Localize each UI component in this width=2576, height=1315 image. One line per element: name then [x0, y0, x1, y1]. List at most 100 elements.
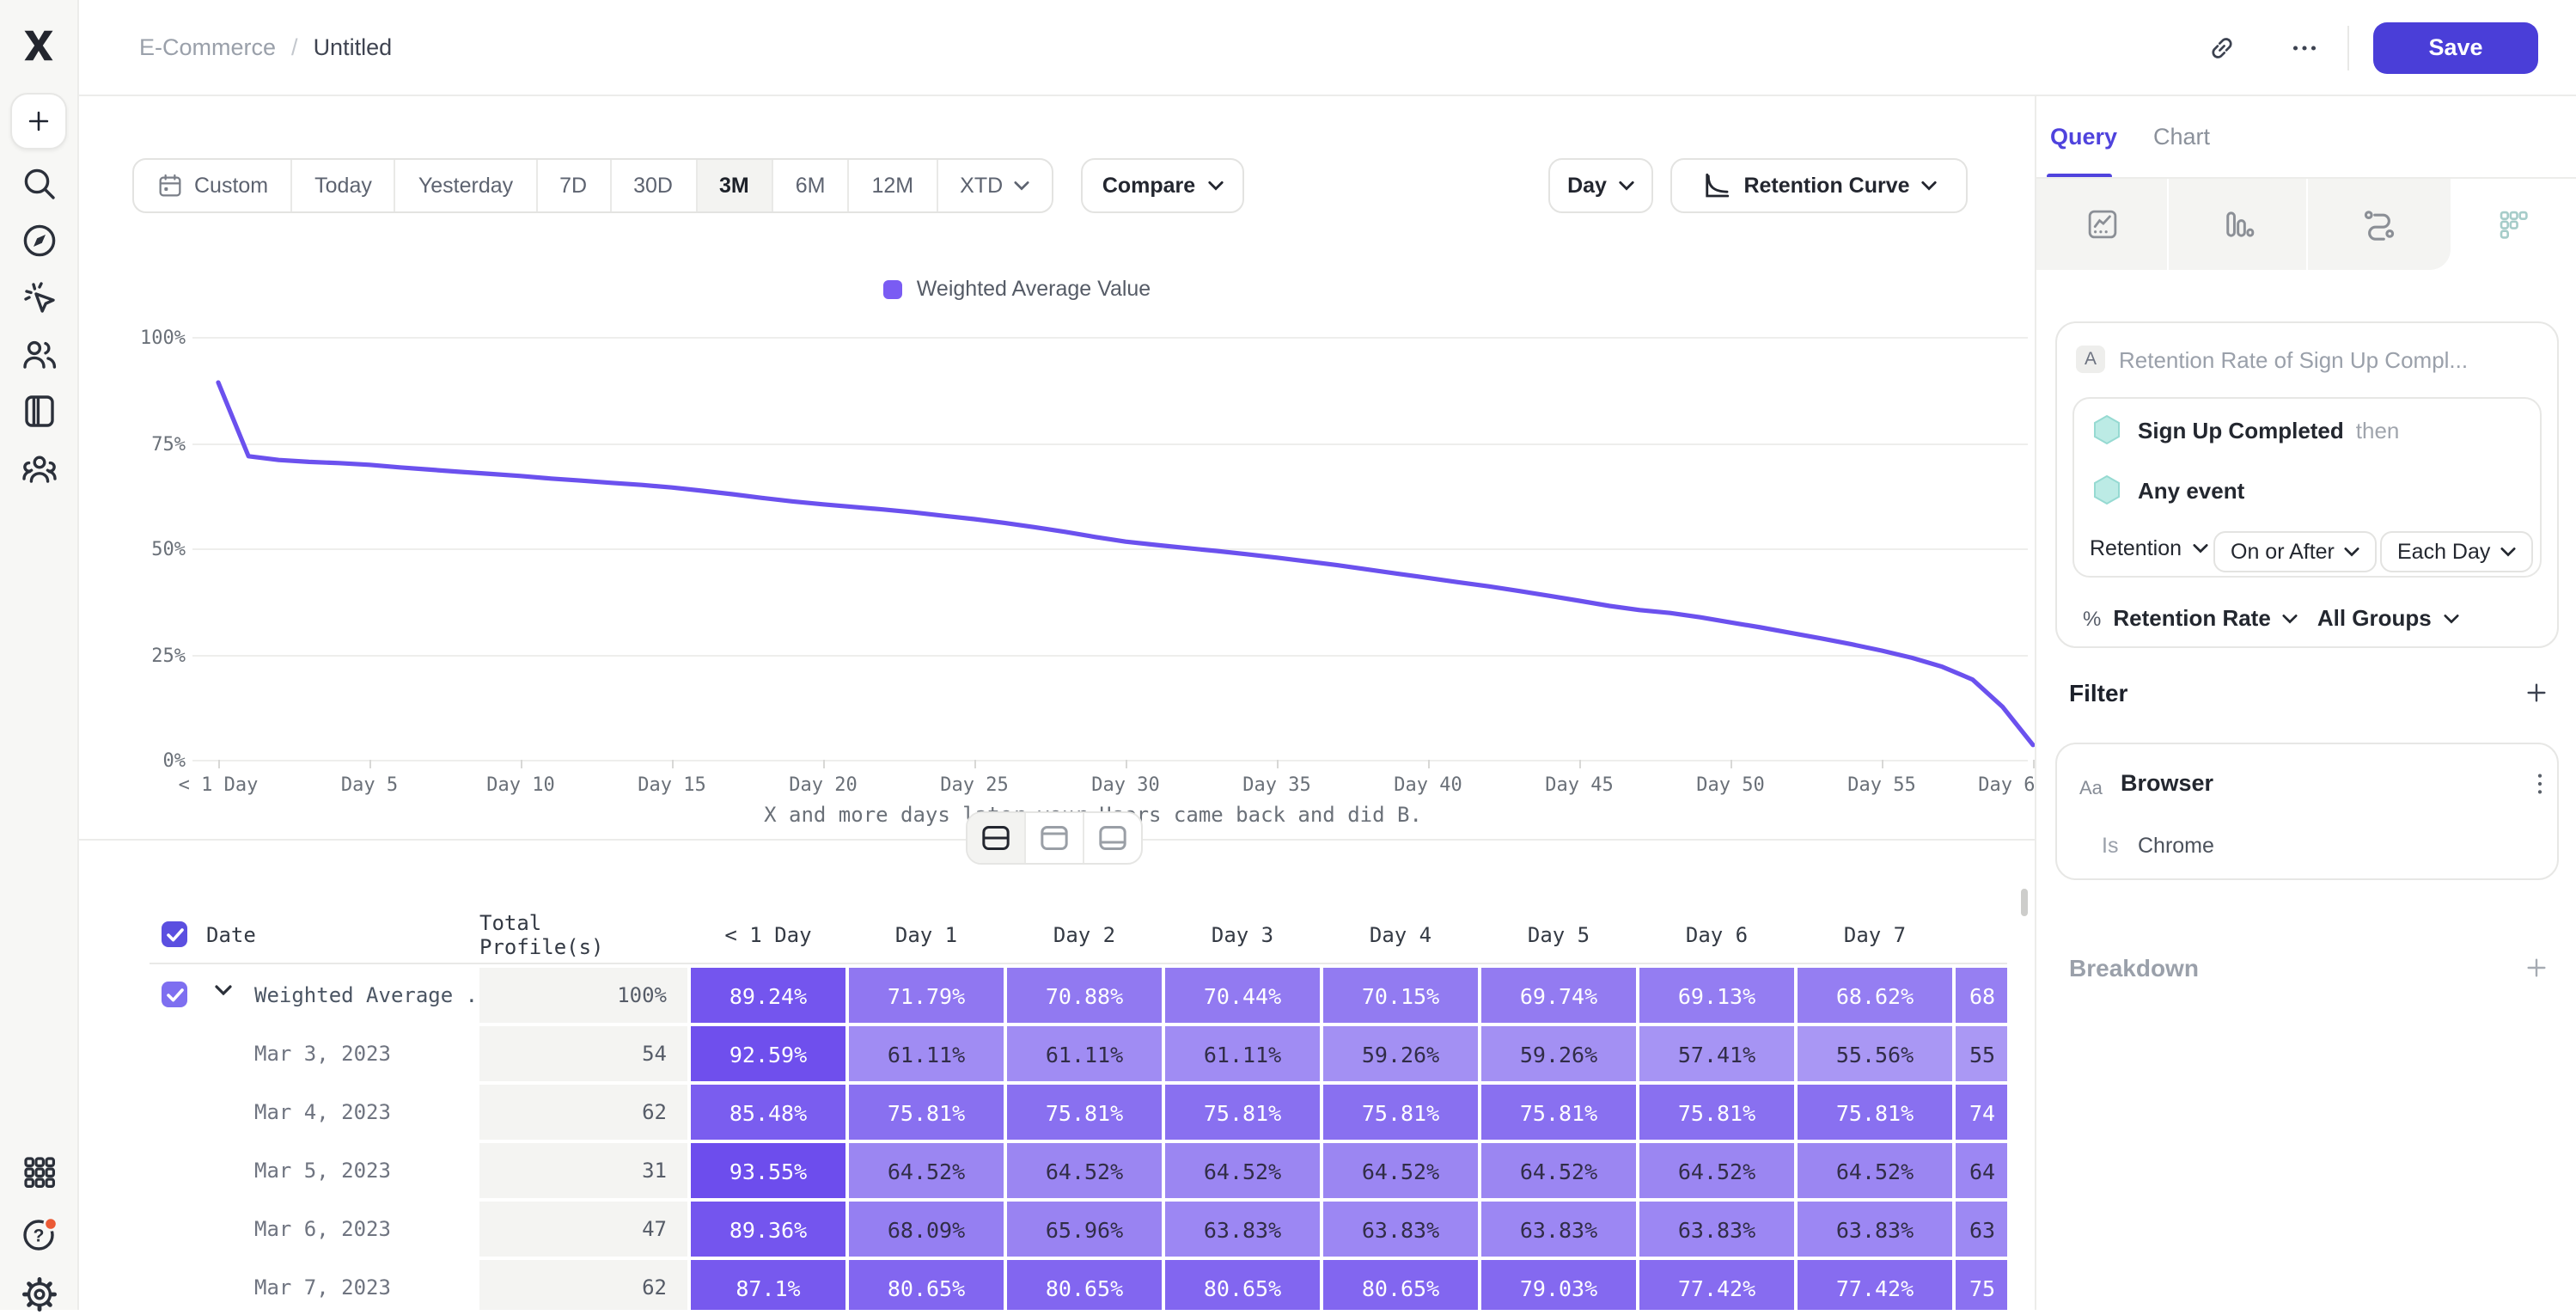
save-button[interactable]: Save [2373, 21, 2538, 73]
column-header-date[interactable]: Date [206, 923, 256, 947]
retention-cell[interactable]: 77.42% [1798, 1260, 1952, 1310]
retention-cell[interactable]: 77.42% [1639, 1260, 1794, 1310]
retention-cell[interactable]: 89.24% [691, 968, 845, 1023]
retention-cell[interactable]: 63.83% [1323, 1202, 1478, 1257]
range-today[interactable]: Today [290, 160, 394, 211]
retention-cell[interactable]: 92.59% [691, 1026, 845, 1081]
retention-cell[interactable]: 64.52% [1639, 1143, 1794, 1198]
split-view-button[interactable] [968, 813, 1024, 863]
retention-cell[interactable]: 85.48% [691, 1085, 845, 1140]
houseware-logo[interactable] [21, 26, 57, 65]
retention-cell[interactable]: 69.74% [1481, 968, 1636, 1023]
retention-cell[interactable]: 63.83% [1165, 1202, 1320, 1257]
line-chart-icon[interactable] [2036, 179, 2167, 270]
retention-mode-dropdown[interactable]: Retention [2090, 536, 2207, 560]
retention-cell[interactable]: 64.52% [849, 1143, 1004, 1198]
row-label[interactable]: Mar 5, 2023 [254, 1159, 391, 1183]
retention-cell[interactable]: 80.65% [1007, 1260, 1162, 1310]
tab-chart[interactable]: Chart [2153, 124, 2211, 150]
retention-cell[interactable]: 55.56% [1798, 1026, 1952, 1081]
retention-cell[interactable]: 80.65% [849, 1260, 1004, 1310]
retention-cell[interactable]: 61.11% [1165, 1026, 1320, 1081]
retention-cell-clipped[interactable]: 68 [1956, 968, 2007, 1023]
add-breakdown-button[interactable] [2523, 954, 2550, 982]
retention-cell[interactable]: 70.15% [1323, 968, 1478, 1023]
column-header-day[interactable]: < 1 Day [724, 923, 812, 947]
retention-cell[interactable]: 63.83% [1639, 1202, 1794, 1257]
retention-cell[interactable]: 70.44% [1165, 968, 1320, 1023]
retention-cell[interactable]: 87.1% [691, 1260, 845, 1310]
each-day-dropdown[interactable]: Each Day [2380, 531, 2534, 572]
retention-cell[interactable]: 75.81% [1481, 1085, 1636, 1140]
cursor-click-icon[interactable] [19, 277, 60, 318]
query-name-input[interactable]: Retention Rate of Sign Up Compl... [2119, 347, 2469, 373]
range-custom[interactable]: Custom [134, 160, 290, 211]
retention-cell[interactable]: 63.83% [1798, 1202, 1952, 1257]
retention-cell[interactable]: 61.11% [1007, 1026, 1162, 1081]
retention-cell-clipped[interactable]: 74 [1956, 1085, 2007, 1140]
new-report-button[interactable] [10, 93, 67, 150]
query-step-1[interactable]: Sign Up Completed then [2093, 414, 2399, 445]
groups-dropdown[interactable]: All Groups [2317, 605, 2432, 631]
help-icon[interactable]: ? [19, 1214, 60, 1255]
filter-menu-icon[interactable] [2526, 770, 2554, 798]
search-icon[interactable] [19, 163, 60, 205]
users-group-icon[interactable] [19, 449, 60, 490]
retention-cell[interactable]: 61.11% [849, 1026, 1004, 1081]
more-options-icon[interactable] [2279, 21, 2330, 73]
range-12m[interactable]: 12M [847, 160, 937, 211]
expand-chevron-icon[interactable] [215, 985, 232, 995]
retention-cell[interactable]: 69.13% [1639, 968, 1794, 1023]
settings-gear-icon[interactable] [19, 1274, 60, 1315]
retention-cell[interactable]: 64.52% [1798, 1143, 1952, 1198]
retention-cell[interactable]: 75.81% [1165, 1085, 1320, 1140]
row-label[interactable]: Weighted Average ... [254, 983, 503, 1007]
retention-cell[interactable]: 63.83% [1481, 1202, 1636, 1257]
compass-icon[interactable] [19, 220, 60, 261]
retention-cell[interactable]: 75.81% [1639, 1085, 1794, 1140]
retention-cell[interactable]: 71.79% [849, 968, 1004, 1023]
on-or-after-dropdown[interactable]: On or After [2213, 531, 2378, 572]
column-header-day[interactable]: Day 3 [1211, 923, 1274, 947]
retention-cell[interactable]: 75.81% [1798, 1085, 1952, 1140]
range-6m[interactable]: 6M [771, 160, 848, 211]
retention-cell[interactable]: 59.26% [1481, 1026, 1636, 1081]
retention-cell-clipped[interactable]: 64 [1956, 1143, 2007, 1198]
retention-cell[interactable]: 64.52% [1481, 1143, 1636, 1198]
column-header-day[interactable]: Day 7 [1843, 923, 1907, 947]
retention-cell[interactable]: 75.81% [849, 1085, 1004, 1140]
range-3m[interactable]: 3M [695, 160, 772, 211]
select-all-checkbox[interactable] [162, 921, 187, 947]
share-link-icon[interactable] [2196, 21, 2248, 73]
row-checkbox[interactable] [162, 982, 187, 1007]
retention-cell[interactable]: 64.52% [1323, 1143, 1478, 1198]
query-step-2[interactable]: Any event [2093, 474, 2244, 505]
chart-type-button[interactable]: Retention Curve [1670, 158, 1968, 213]
retention-cell[interactable]: 75.81% [1007, 1085, 1162, 1140]
retention-cell-clipped[interactable]: 55 [1956, 1026, 2007, 1081]
retention-cell[interactable]: 59.26% [1323, 1026, 1478, 1081]
table-only-view-button[interactable] [1083, 813, 1141, 863]
add-filter-button[interactable] [2523, 679, 2550, 706]
retention-dots-icon[interactable] [2451, 179, 2576, 270]
retention-cell[interactable]: 80.65% [1323, 1260, 1478, 1310]
chart-only-view-button[interactable] [1024, 813, 1083, 863]
column-header-day[interactable]: Day 5 [1527, 923, 1590, 947]
apps-grid-icon[interactable] [19, 1152, 60, 1193]
retention-cell[interactable]: 68.09% [849, 1202, 1004, 1257]
table-scrollbar-thumb[interactable] [2021, 889, 2028, 916]
retention-cell[interactable]: 89.36% [691, 1202, 845, 1257]
retention-cell[interactable]: 79.03% [1481, 1260, 1636, 1310]
bar-chart-icon[interactable] [2169, 179, 2306, 270]
row-label[interactable]: Mar 7, 2023 [254, 1275, 391, 1300]
column-header-day[interactable]: Day 6 [1685, 923, 1749, 947]
tab-query[interactable]: Query [2050, 124, 2118, 150]
row-label[interactable]: Mar 6, 2023 [254, 1217, 391, 1241]
row-label[interactable]: Mar 3, 2023 [254, 1042, 391, 1066]
compare-button[interactable]: Compare [1081, 158, 1244, 213]
chart-legend[interactable]: Weighted Average Value [0, 277, 2035, 301]
notebook-icon[interactable] [19, 390, 60, 431]
column-header-total[interactable]: Total Profile(s) [479, 911, 604, 959]
retention-cell[interactable]: 64.52% [1007, 1143, 1162, 1198]
retention-cell[interactable]: 68.62% [1798, 968, 1952, 1023]
